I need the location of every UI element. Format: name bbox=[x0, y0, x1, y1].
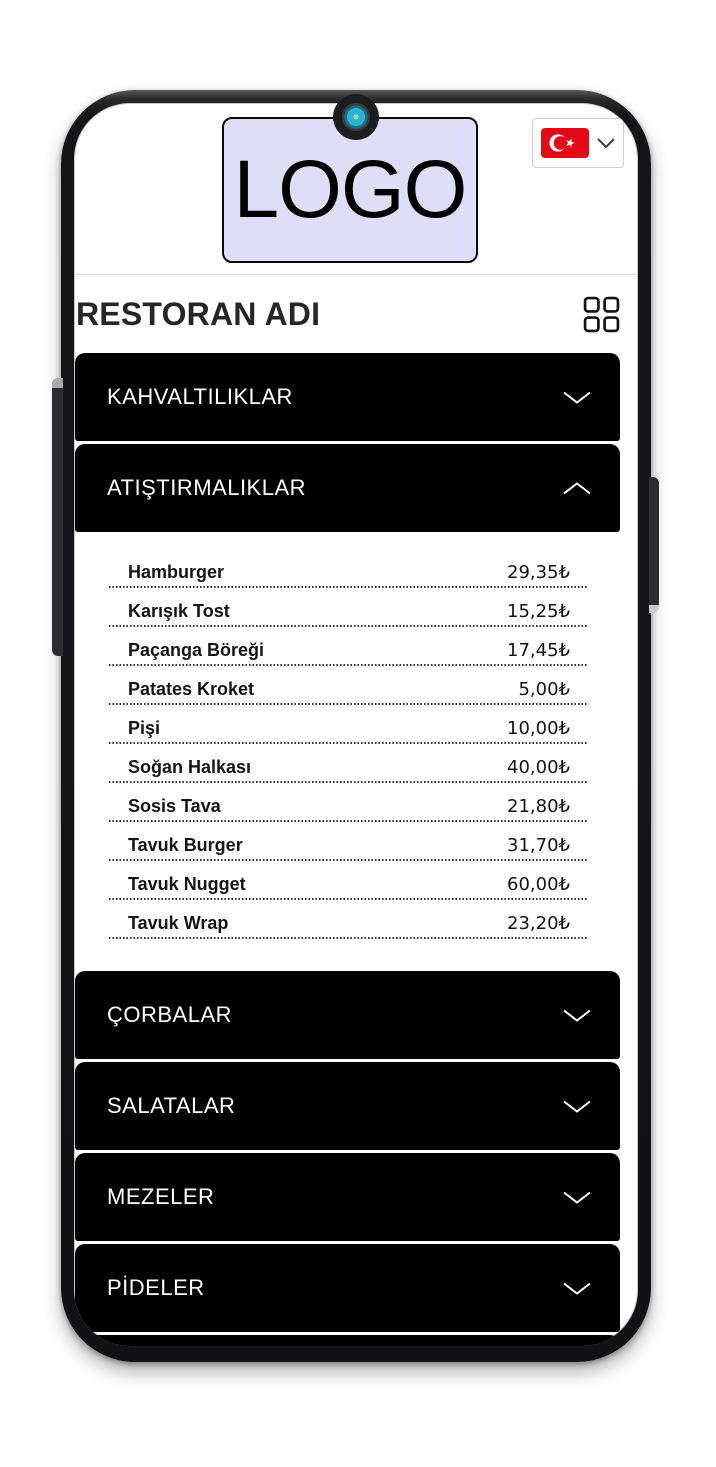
menu-item: Sosis Tava 21,80₺ bbox=[108, 783, 588, 822]
logo: LOGO bbox=[222, 117, 478, 263]
section-label: MEZELER bbox=[107, 1184, 215, 1209]
item-name: Soğan Halkası bbox=[128, 757, 252, 777]
menu-item: Tavuk Nugget 60,00₺ bbox=[108, 861, 588, 900]
turkish-flag-icon bbox=[540, 128, 589, 158]
item-name: Tavuk Nugget bbox=[128, 874, 246, 894]
item-name: Sosis Tava bbox=[128, 796, 221, 816]
menu-item: Pişi 10,00₺ bbox=[108, 705, 588, 744]
section-label: ÇORBALAR bbox=[107, 1002, 233, 1027]
menu-item: Hamburger 29,35₺ bbox=[108, 549, 588, 588]
menu-item: Tavuk Burger 31,70₺ bbox=[108, 822, 588, 861]
chevron-down-icon bbox=[563, 1009, 591, 1022]
section-label: SALATALAR bbox=[107, 1093, 236, 1118]
chevron-up-icon bbox=[563, 481, 591, 494]
item-price: 17,45₺ bbox=[507, 640, 570, 661]
item-price: 5,00₺ bbox=[518, 679, 570, 700]
accordion-section-salatalar[interactable]: SALATALAR bbox=[75, 1062, 620, 1150]
item-name: Tavuk Wrap bbox=[128, 913, 229, 933]
section-label: ATIŞTIRMALIKLAR bbox=[107, 475, 307, 500]
header-divider bbox=[74, 274, 638, 275]
menu-item: Soğan Halkası 40,00₺ bbox=[108, 744, 588, 783]
grid-menu-button[interactable] bbox=[583, 296, 620, 333]
accordion-section-corbalar[interactable]: ÇORBALAR bbox=[75, 971, 620, 1059]
item-price: 23,20₺ bbox=[507, 913, 570, 934]
item-name: Karışık Tost bbox=[128, 601, 230, 621]
item-price: 31,70₺ bbox=[507, 835, 570, 856]
menu-item: Tavuk Wrap 23,20₺ bbox=[108, 900, 588, 939]
chevron-down-icon bbox=[563, 1282, 591, 1295]
item-name: Patates Kroket bbox=[128, 679, 255, 699]
accordion-section-kahvaltiliklar[interactable]: KAHVALTILIKLAR bbox=[75, 353, 620, 441]
language-selector[interactable] bbox=[532, 118, 624, 168]
menu-item: Paçanga Böreği 17,45₺ bbox=[108, 627, 588, 666]
accordion-section-atistirmaliklar[interactable]: ATIŞTIRMALIKLAR bbox=[75, 444, 620, 532]
power-button bbox=[649, 477, 659, 613]
restaurant-header: RESTORAN ADI bbox=[74, 275, 638, 353]
phone-screen: LOGO RESTORAN ADI bbox=[74, 103, 638, 1346]
item-price: 15,25₺ bbox=[507, 601, 570, 622]
item-price: 10,00₺ bbox=[507, 718, 570, 739]
accordion-section-mezeler[interactable]: MEZELER bbox=[75, 1153, 620, 1241]
logo-text: LOGO bbox=[233, 144, 468, 235]
menu-item: Patates Kroket 5,00₺ bbox=[108, 666, 588, 705]
restaurant-name: RESTORAN ADI bbox=[76, 295, 321, 332]
chevron-down-icon bbox=[563, 1191, 591, 1204]
front-camera-icon bbox=[333, 94, 379, 140]
item-price: 21,80₺ bbox=[507, 796, 570, 817]
chevron-down-icon bbox=[596, 138, 615, 149]
grid-icon bbox=[583, 296, 620, 332]
item-name: Hamburger bbox=[128, 562, 225, 582]
menu-item: Karışık Tost 15,25₺ bbox=[108, 588, 588, 627]
phone-frame: LOGO RESTORAN ADI bbox=[52, 90, 659, 1362]
item-price: 60,00₺ bbox=[507, 874, 570, 895]
chevron-down-icon bbox=[563, 1100, 591, 1113]
chevron-down-icon bbox=[563, 391, 591, 404]
item-price: 40,00₺ bbox=[507, 757, 570, 778]
accordion-section-next-partial[interactable] bbox=[75, 1335, 620, 1346]
section-label: KAHVALTILIKLAR bbox=[107, 384, 293, 409]
menu-items-panel: Hamburger 29,35₺ Karışık Tost 15,25₺ Paç… bbox=[75, 535, 620, 969]
volume-button bbox=[52, 378, 63, 656]
accordion-menu: KAHVALTILIKLAR ATIŞTIRMALIKLAR Hamburger… bbox=[75, 353, 620, 1346]
item-price: 29,35₺ bbox=[507, 562, 570, 583]
item-name: Tavuk Burger bbox=[128, 835, 243, 855]
item-name: Pişi bbox=[128, 718, 161, 738]
accordion-section-pideler[interactable]: PİDELER bbox=[75, 1244, 620, 1332]
section-label: PİDELER bbox=[107, 1275, 205, 1300]
item-name: Paçanga Böreği bbox=[128, 640, 265, 660]
